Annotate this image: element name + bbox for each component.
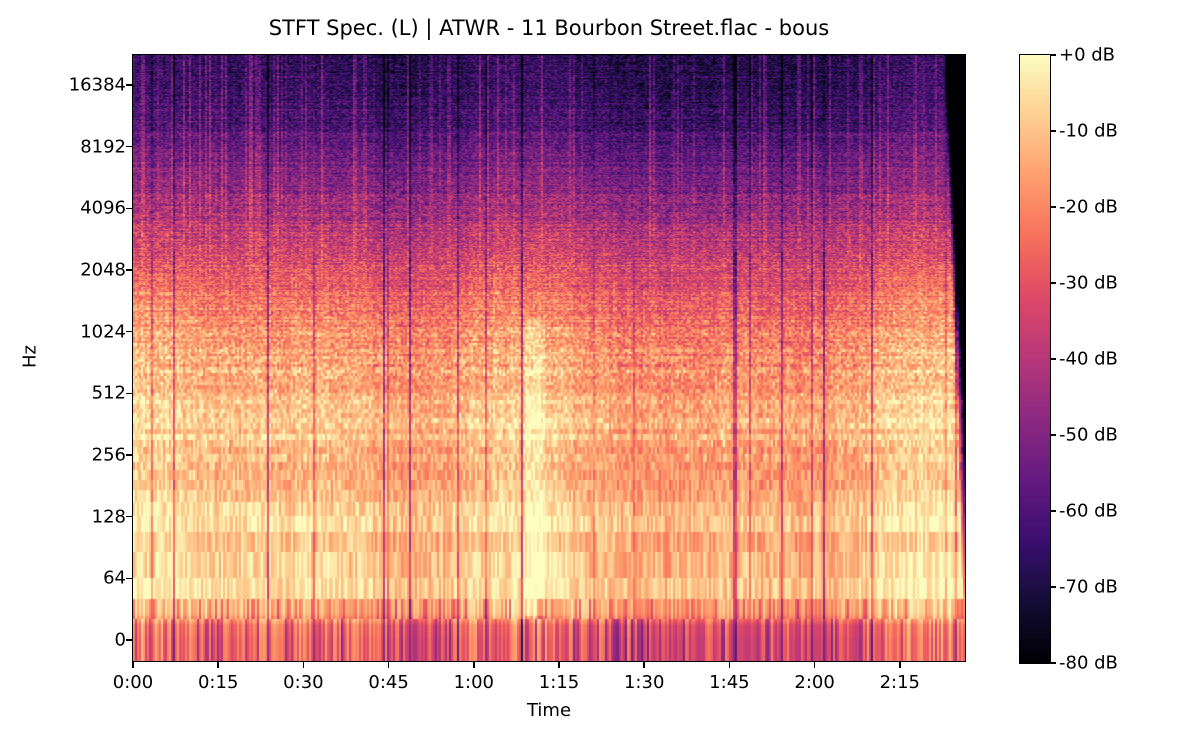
y-tick-mark <box>126 269 133 271</box>
x-tick-mark <box>558 661 560 668</box>
colorbar-tick-mark <box>1050 586 1056 588</box>
colorbar-tick-label: -30 dB <box>1059 272 1118 294</box>
colorbar-tick-mark <box>1050 54 1056 56</box>
colorbar-tick-label: -60 dB <box>1059 500 1118 522</box>
colorbar-tick-mark <box>1050 510 1056 512</box>
y-tick-label: 8192 <box>80 136 126 158</box>
y-tick-mark <box>126 207 133 210</box>
x-tick-mark <box>728 661 731 668</box>
colorbar-tick-label: -20 dB <box>1059 196 1118 218</box>
colorbar-tick-mark <box>1050 434 1056 436</box>
colorbar-tick-label: -50 dB <box>1059 424 1118 446</box>
y-tick-label: 64 <box>103 567 126 589</box>
y-tick-label: 16384 <box>68 74 126 96</box>
x-tick-mark <box>132 661 134 668</box>
x-tick-label: 2:15 <box>879 672 921 693</box>
x-axis-label: Time <box>526 700 572 721</box>
colorbar-tick-label: -70 dB <box>1059 576 1118 598</box>
x-tick-label: 1:45 <box>709 672 750 693</box>
y-tick-mark <box>126 454 133 456</box>
x-tick-mark <box>302 661 305 668</box>
y-tick-mark <box>126 515 133 518</box>
x-tick-mark <box>643 661 645 668</box>
x-tick-label: 1:00 <box>453 672 495 693</box>
x-tick-label: 1:15 <box>538 672 580 693</box>
y-tick-label: 4096 <box>80 197 126 219</box>
y-tick-mark <box>126 639 133 641</box>
y-tick-mark <box>126 392 133 395</box>
x-tick-mark <box>473 661 475 668</box>
colorbar-tick-label: -40 dB <box>1059 348 1118 370</box>
colorbar-tick-label: -10 dB <box>1059 120 1118 142</box>
y-tick-label: 0 <box>114 629 126 651</box>
y-tick-mark <box>126 330 133 333</box>
colorbar-tick-mark <box>1050 282 1056 284</box>
x-tick-label: 0:00 <box>112 672 154 693</box>
colorbar-tick-label: +0 dB <box>1059 44 1116 66</box>
x-tick-mark <box>217 661 219 668</box>
y-tick-label: 512 <box>91 382 126 404</box>
spectrogram-heatmap <box>133 55 965 661</box>
y-tick-mark <box>126 145 133 148</box>
y-tick-mark <box>126 84 133 86</box>
plot-title: STFT Spec. (L) | ATWR - 11 Bourbon Stree… <box>268 16 830 40</box>
colorbar-gradient <box>1020 55 1050 663</box>
y-tick-label: 128 <box>91 506 126 528</box>
y-tick-label: 256 <box>91 444 126 466</box>
y-tick-label: 2048 <box>80 259 126 281</box>
x-tick-mark <box>387 661 390 668</box>
x-tick-label: 0:15 <box>197 672 239 693</box>
y-tick-label: 1024 <box>80 321 126 343</box>
x-tick-label: 0:45 <box>368 672 409 693</box>
x-tick-label: 1:30 <box>623 672 665 693</box>
y-tick-mark <box>126 577 133 580</box>
colorbar-tick-label: -80 dB <box>1059 652 1118 674</box>
x-tick-mark <box>899 661 901 668</box>
colorbar-tick-mark <box>1050 130 1056 132</box>
x-tick-label: 0:30 <box>283 672 324 693</box>
colorbar-tick-mark <box>1050 206 1056 208</box>
colorbar-tick-mark <box>1050 358 1056 360</box>
colorbar-tick-mark <box>1050 662 1056 664</box>
x-tick-mark <box>813 661 816 668</box>
x-tick-label: 2:00 <box>794 672 835 693</box>
